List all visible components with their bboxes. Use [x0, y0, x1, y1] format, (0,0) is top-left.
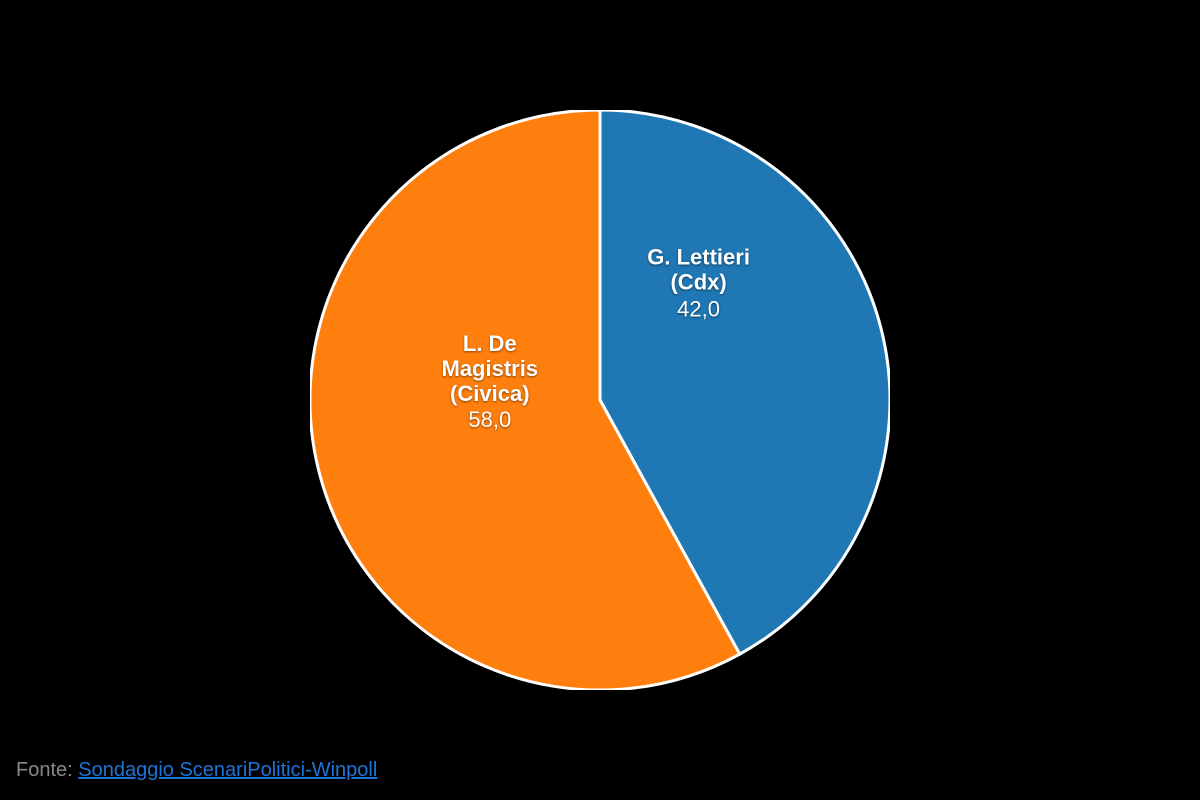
source-link[interactable]: Sondaggio ScenariPolitici-Winpoll: [78, 759, 377, 781]
pie-chart: G. Lettieri (Cdx)42,0L. De Magistris (Ci…: [310, 110, 890, 690]
pie-svg: [310, 110, 890, 690]
source-attribution: Fonte: Sondaggio ScenariPolitici-Winpoll: [16, 759, 377, 782]
source-prefix: Fonte:: [16, 759, 78, 781]
